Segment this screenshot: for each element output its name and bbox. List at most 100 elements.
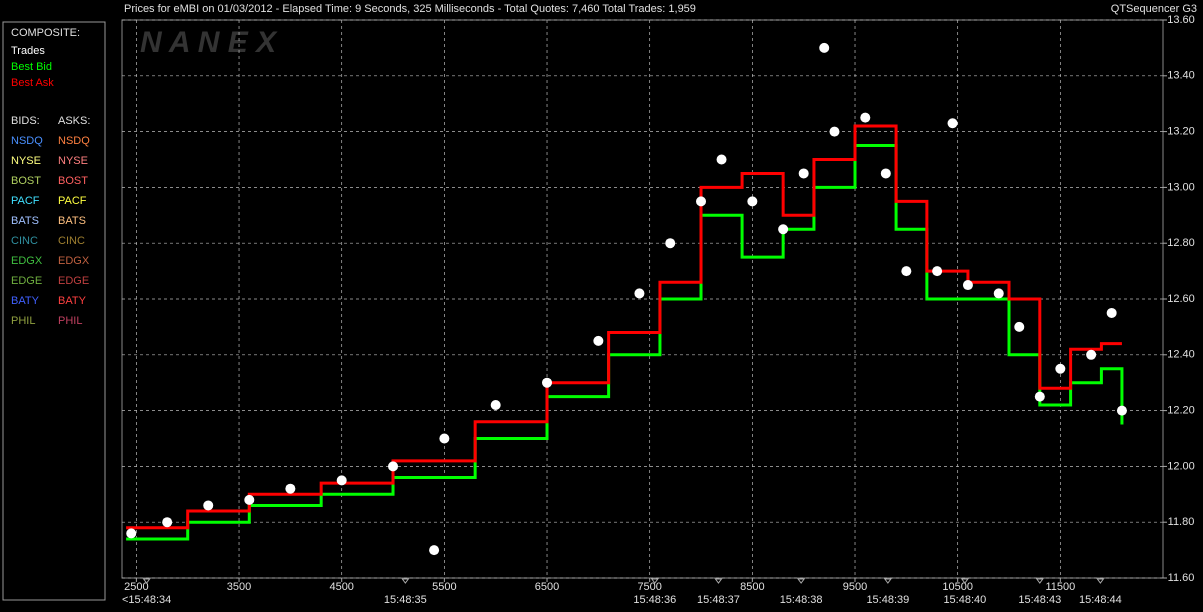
trade-point <box>126 528 137 539</box>
trade-point <box>696 196 707 207</box>
time-tick-label: 15:48:43 <box>1018 594 1061 606</box>
legend-title: COMPOSITE: <box>11 27 80 39</box>
trade-point <box>962 280 973 291</box>
legend-entry: BATS <box>11 215 39 227</box>
time-tick-mark <box>1035 578 1044 584</box>
trade-point <box>429 545 440 556</box>
trade-point <box>860 112 871 123</box>
legend-entry: BOST <box>58 175 88 187</box>
time-tick-mark <box>960 578 969 584</box>
x-tick-label: 7500 <box>637 581 661 593</box>
x-tick-label: 2500 <box>124 581 148 593</box>
legend-entry: CINC <box>11 235 38 247</box>
legend-entry: Trades <box>11 45 45 57</box>
trade-point <box>880 168 891 179</box>
legend-entry: Best Bid <box>11 61 52 73</box>
legend-entry: EDGE <box>11 275 42 287</box>
x-tick-label: 5500 <box>432 581 456 593</box>
legend-entry: BATY <box>11 295 40 307</box>
trade-point <box>798 168 809 179</box>
trade-point <box>993 288 1004 299</box>
trade-point <box>1055 363 1066 374</box>
legend-title: ASKS: <box>58 115 90 127</box>
time-tick-mark <box>797 578 806 584</box>
legend-entry: NYSE <box>58 155 88 167</box>
trade-point <box>1106 307 1117 318</box>
legend-entry: EDGX <box>11 255 43 267</box>
x-tick-label: 11500 <box>1045 581 1075 593</box>
legend-entry: PACF <box>58 195 87 207</box>
x-tick-label: 4500 <box>329 581 353 593</box>
legend-entry: NSDQ <box>11 135 43 147</box>
trade-point <box>1034 391 1045 402</box>
legend-entry: NSDQ <box>58 135 90 147</box>
trade-point <box>593 335 604 346</box>
time-tick-mark <box>142 578 151 584</box>
y-tick-label: 13.40 <box>1167 70 1195 82</box>
chart-title: Prices for eMBI on 01/03/2012 - Elapsed … <box>124 3 696 15</box>
y-tick-label: 12.00 <box>1167 460 1195 472</box>
legend-entry: PACF <box>11 195 40 207</box>
x-tick-label: 6500 <box>535 581 559 593</box>
legend-entry: PHIL <box>11 315 35 327</box>
watermark: N A N E X <box>140 26 278 59</box>
legend-entry: BOST <box>11 175 41 187</box>
price-line <box>126 124 1122 530</box>
trade-point <box>1014 321 1025 332</box>
time-tick-label: 15:48:39 <box>866 594 909 606</box>
trade-point <box>490 400 501 411</box>
trade-point <box>162 517 173 528</box>
legend-panel <box>2 21 106 601</box>
legend-entry: EDGX <box>58 255 90 267</box>
trade-point <box>778 224 789 235</box>
trade-point <box>665 238 676 249</box>
trade-point <box>747 196 758 207</box>
y-tick-label: 12.20 <box>1167 405 1195 417</box>
y-tick-label: 12.80 <box>1167 237 1195 249</box>
time-tick-mark <box>1096 578 1105 584</box>
legend-entry: BATS <box>58 215 86 227</box>
trade-point <box>542 377 553 388</box>
trade-point <box>1116 405 1127 416</box>
legend-entry: CINC <box>58 235 85 247</box>
time-tick-label: 15:48:37 <box>697 594 740 606</box>
y-tick-label: 13.20 <box>1167 126 1195 138</box>
trade-point <box>716 154 727 165</box>
time-tick-label: 15:48:44 <box>1079 594 1122 606</box>
trade-point <box>947 118 958 129</box>
app-name: QTSequencer G3 <box>1111 3 1197 15</box>
trade-point <box>285 483 296 494</box>
x-tick-label: 10500 <box>942 581 973 593</box>
trade-point <box>819 42 830 53</box>
y-tick-label: 13.60 <box>1167 14 1195 26</box>
y-tick-label: 12.60 <box>1167 293 1195 305</box>
time-tick-label: <15:48:34 <box>122 594 171 606</box>
time-tick-label: 15:48:36 <box>633 594 676 606</box>
trade-point <box>1086 349 1097 360</box>
time-tick-label: 15:48:40 <box>943 594 986 606</box>
y-tick-label: 13.00 <box>1167 181 1195 193</box>
trade-point <box>829 126 840 137</box>
time-tick-mark <box>883 578 892 584</box>
trade-point <box>244 494 255 505</box>
time-tick-mark <box>650 578 659 584</box>
trade-point <box>932 266 943 277</box>
legend-entry: BATY <box>58 295 87 307</box>
x-tick-label: 3500 <box>227 581 251 593</box>
trade-point <box>336 475 347 486</box>
time-tick-label: 15:48:35 <box>384 594 427 606</box>
legend-entry: EDGE <box>58 275 89 287</box>
legend-entry: NYSE <box>11 155 41 167</box>
legend-entry: Best Ask <box>11 77 54 89</box>
trade-point <box>439 433 450 444</box>
legend-entry: PHIL <box>58 315 82 327</box>
trade-point <box>901 266 912 277</box>
legend-title: BIDS: <box>11 115 40 127</box>
trade-point <box>388 461 399 472</box>
time-tick-mark <box>401 578 410 584</box>
y-tick-label: 11.60 <box>1168 572 1195 584</box>
x-tick-label: 9500 <box>843 581 867 593</box>
x-tick-label: 8500 <box>740 581 764 593</box>
trade-point <box>634 288 645 299</box>
